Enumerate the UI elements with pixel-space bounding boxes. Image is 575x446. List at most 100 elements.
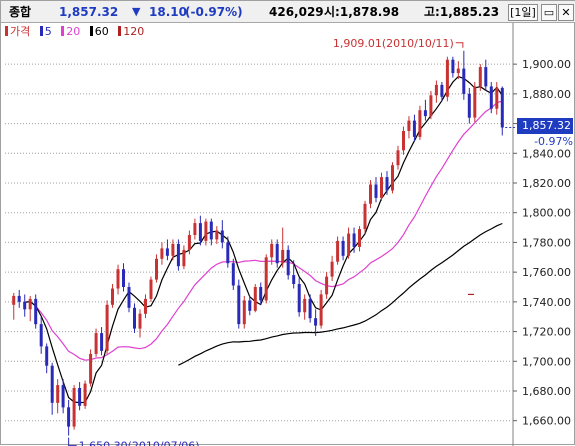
candle-body (122, 269, 125, 287)
ma5-legend-marker (39, 26, 43, 36)
legend-ma20: 20 (66, 25, 81, 38)
candle-body (89, 353, 93, 384)
current-price: 1,857.32 (59, 5, 119, 19)
candle-body (412, 120, 416, 137)
candle-body (149, 279, 153, 299)
candle-body (67, 407, 71, 427)
candle-body (204, 221, 208, 241)
legend-ma60: 60 (94, 25, 109, 38)
candle-body (363, 203, 367, 230)
candle-body (105, 304, 109, 351)
candle-body (451, 59, 455, 74)
candle-body (314, 318, 318, 326)
candle-body (303, 298, 307, 313)
y-tick-label: 1,880.00 (522, 88, 571, 101)
y-tick-label: 1,820.00 (522, 177, 571, 190)
candle-body (434, 84, 438, 96)
candle-body (215, 230, 219, 240)
y-tick-label: 1,800.00 (522, 207, 571, 220)
candle-body (308, 298, 312, 319)
candle-body (45, 346, 49, 366)
volume: 426,029 (269, 5, 324, 19)
candle-body (418, 110, 422, 137)
candle-body (369, 184, 372, 204)
candle-body (341, 240, 345, 256)
ma20-line (24, 100, 503, 361)
y-tick-label: 1,700.00 (522, 355, 571, 368)
quote-header: 종합 1,857.32 ▼ 18.10 (-0.97%) 426,029 시:1… (1, 1, 575, 23)
candle-body (138, 313, 142, 329)
candle-body (220, 230, 224, 243)
restore-icon[interactable]: ▭ (541, 4, 557, 21)
candle-body (176, 243, 180, 267)
current-change-percent: -0.97% (534, 135, 573, 148)
candle-body (423, 110, 427, 117)
candle-body (297, 284, 301, 313)
down-arrow-icon: ▼ (132, 5, 141, 18)
candle-body (155, 258, 158, 280)
legend-price: 가격 (10, 25, 31, 38)
ma120-legend-marker (118, 26, 122, 36)
candle-body (473, 86, 477, 118)
candle-body (17, 295, 21, 302)
candle-body (445, 59, 449, 97)
candle-body (478, 67, 482, 87)
candle-body (286, 249, 290, 276)
candle-body (407, 120, 411, 131)
candle-body (133, 307, 136, 329)
price-change: 18.10 (149, 5, 187, 19)
candle-body (495, 87, 499, 109)
price-change-percent: (-0.97%) (185, 5, 243, 19)
candle-body (330, 261, 334, 277)
candle-body (231, 263, 235, 286)
candle-body (34, 298, 38, 325)
period-button[interactable]: [1일] (508, 4, 538, 21)
candle-body (144, 298, 147, 314)
candle-body (440, 84, 444, 97)
candle-body (50, 365, 54, 403)
price-legend-marker (5, 26, 8, 36)
index-name: 종합 (9, 5, 32, 19)
y-tick-label: 1,720.00 (522, 326, 571, 339)
max-price-annotation: 1,909.01(2010/10/11) (333, 37, 454, 50)
y-tick-label: 1,660.00 (522, 415, 571, 428)
candle-body (281, 249, 285, 264)
candle-body (23, 301, 27, 310)
candle-body (275, 243, 279, 264)
candle-body (456, 68, 460, 74)
candle-body (484, 67, 488, 87)
y-tick-label: 1,760.00 (522, 266, 571, 279)
y-tick-label: 1,740.00 (522, 296, 571, 309)
ma60-line (178, 222, 503, 366)
candle-body (226, 242, 230, 264)
candle-body (116, 269, 120, 289)
candlestick-chart[interactable]: 1,660.00 1,680.00 1,700.00 1,720.00 1,740.00… (1, 23, 575, 446)
candle-body (391, 165, 394, 191)
candle-body (352, 233, 356, 247)
candle-body (358, 229, 361, 247)
candle-body (467, 93, 471, 118)
candle-body (292, 275, 296, 284)
candle-body (396, 150, 400, 166)
y-tick-label: 1,900.00 (522, 58, 571, 71)
candle-body (237, 285, 241, 325)
candle-body (429, 95, 433, 117)
candle-body (12, 295, 16, 305)
candle-body (347, 233, 351, 256)
ma20-legend-marker (61, 26, 65, 36)
y-tick-label: 1,840.00 (522, 147, 571, 160)
candle-body (171, 243, 175, 256)
candle-body (187, 235, 191, 250)
min-arrow-icon (68, 437, 77, 446)
close-icon[interactable]: ✕ (558, 4, 574, 21)
candle-body (165, 248, 169, 256)
candle-body (253, 287, 257, 311)
open-price: 시:1,878.98 (324, 5, 400, 19)
candle-body (56, 385, 60, 403)
candle-body (100, 333, 104, 351)
min-price-annotation: 1,650.30(2010/07/06) (79, 440, 200, 446)
candle-body (264, 257, 268, 301)
current-price-marker: 1,857.32 (517, 118, 573, 134)
candle-body (259, 287, 263, 301)
candle-body (127, 287, 131, 308)
